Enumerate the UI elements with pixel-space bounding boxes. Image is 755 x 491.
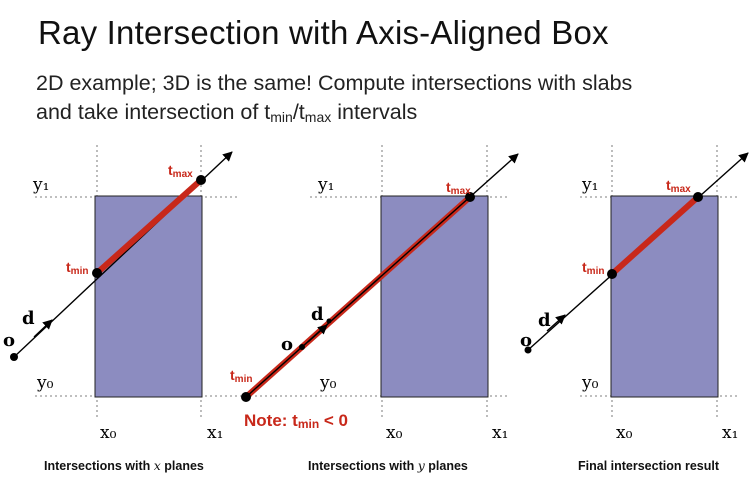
subtitle-text-a: and take intersection of t [36,100,271,124]
x1-label: x₁ [492,423,508,443]
tmin-label: tmin [66,259,88,277]
panel-x-planes: y₁ y₀ x₀ x₁ o d tmin tmax Intersections … [3,145,240,473]
subtitle-text-b: intervals [331,100,418,124]
tmax-point [465,192,475,202]
origin-label: o [520,330,532,351]
caption-y-planes: Intersections with y planes [308,458,468,473]
tmax-point [693,192,703,202]
y1-label: y₁ [581,175,598,195]
x1-label: x₁ [207,423,223,443]
y0-label: y₀ [319,373,337,393]
tmax-label: tmax [446,179,471,197]
ray-origin-point [524,346,532,354]
panel-final-result: y₁ y₀ x₀ x₁ o d tmin tmax Final intersec… [520,145,749,473]
x0-label: x₀ [616,423,633,443]
box [610,195,719,398]
panel-y-planes: y₁ y₀ x₀ x₁ o d tmin tmax Intersections … [230,145,519,473]
slide-title: Ray Intersection with Axis-Aligned Box [38,14,609,51]
direction-label: d [311,304,324,325]
subtitle-slash: /t [292,100,305,124]
tmax-label: tmax [666,177,691,195]
tmin-point [607,269,617,279]
x0-label: x₀ [386,423,403,443]
tmin-label: tmin [582,259,604,277]
ray-origin-point [299,344,305,350]
y1-label: y₁ [317,175,334,195]
tmin-point [241,392,251,402]
subtitle-max-sub: max [304,109,332,125]
direction-arrow [33,319,53,338]
origin-label: o [281,334,293,355]
t-interval-segment [609,194,701,277]
t-interval-segment [95,177,203,276]
origin-label: o [3,330,15,351]
tmin-label: tmin [230,367,252,385]
direction-arrow [307,324,328,343]
y0-label: y₀ [581,373,599,393]
direction-point [326,318,332,324]
y0-label: y₀ [36,373,54,393]
note-suffix: < 0 [319,411,349,430]
tmax-label: tmax [168,162,193,180]
tmin-point [92,268,102,278]
subtitle-line-1: 2D example; 3D is the same! Compute inte… [36,71,633,95]
caption-x-planes: Intersections with x planes [44,458,204,473]
x0-label: x₀ [100,423,117,443]
direction-label: d [22,308,35,329]
direction-label: d [538,310,551,331]
tmax-point [196,175,206,185]
caption-final-result: Final intersection result [578,459,720,473]
subtitle-line-2: and take intersection of tmin/tmax inter… [36,100,417,125]
note-min-sub: min [297,417,320,431]
ray-origin-point [10,353,18,361]
note-prefix: Note: t [244,411,298,430]
x1-label: x₁ [722,423,738,443]
y1-label: y₁ [32,175,49,195]
note-tmin-negative: Note: tmin < 0 [244,411,348,431]
direction-arrow [546,314,566,332]
subtitle-min-sub: min [270,109,293,125]
